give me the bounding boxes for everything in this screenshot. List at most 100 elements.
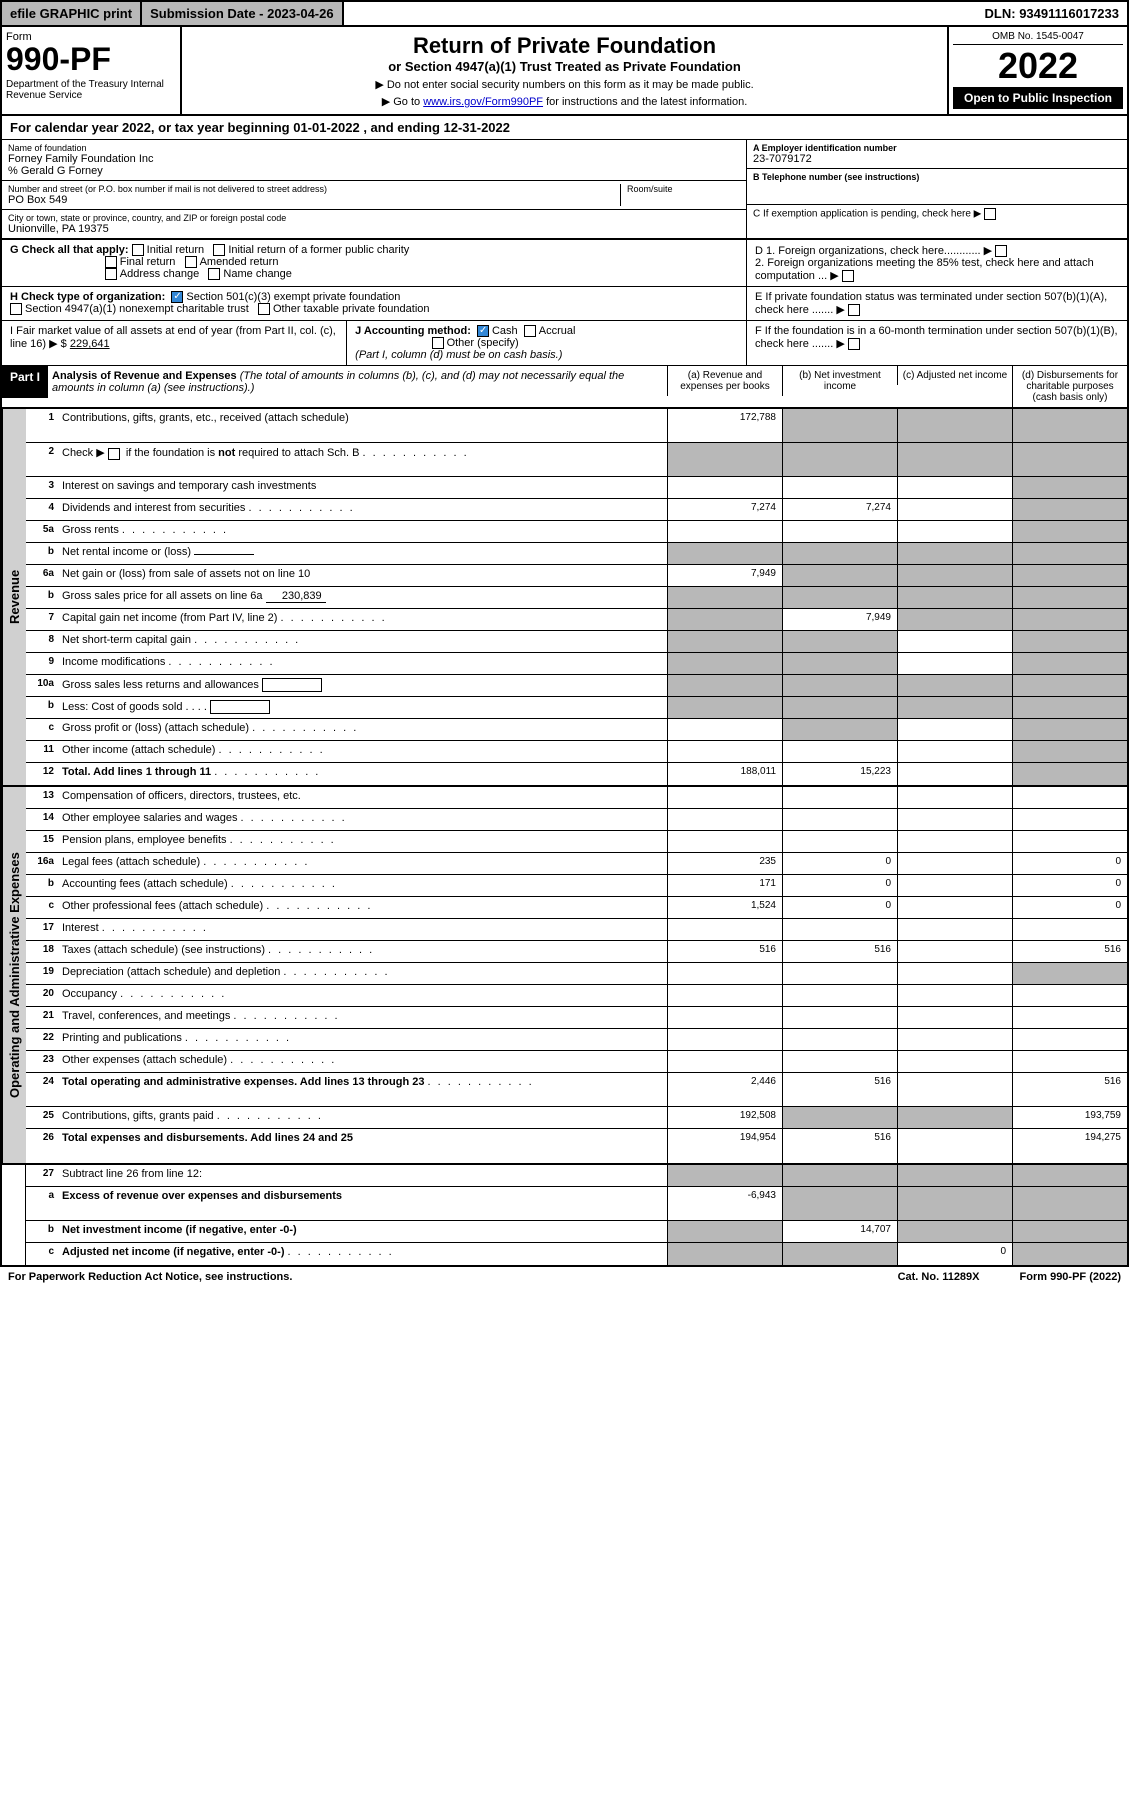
check-addr-change[interactable] [105,268,117,280]
check-d2[interactable] [842,270,854,282]
desc: Net gain or (loss) from sale of assets n… [58,565,667,586]
row-16a: 16a Legal fees (attach schedule) 23500 [26,853,1127,875]
desc: Total. Add lines 1 through 11 [58,763,667,785]
cell-d [1012,919,1127,940]
cash-label: Cash [492,325,518,337]
check-other-method[interactable] [432,337,444,349]
cell-c [897,1051,1012,1072]
row-27a: a Excess of revenue over expenses and di… [26,1187,1127,1221]
check-initial-former[interactable] [213,244,225,256]
cell-b [782,719,897,740]
instructions-link[interactable]: www.irs.gov/Form990PF [423,96,543,108]
row-20: 20 Occupancy [26,985,1127,1007]
cell-b [782,521,897,542]
cell-d: 194,275 [1012,1129,1127,1163]
check-f[interactable] [848,338,860,350]
cell-a [667,787,782,808]
cell-b: 516 [782,1073,897,1106]
ln: 22 [26,1029,58,1050]
cell-d: 516 [1012,1073,1127,1106]
cell-a [667,543,782,564]
row-23: 23 Other expenses (attach schedule) [26,1051,1127,1073]
check-c[interactable] [984,208,996,220]
cell-c [897,409,1012,442]
ln: 10a [26,675,58,696]
efile-label[interactable]: efile GRAPHIC print [2,2,142,25]
cell-b [782,1051,897,1072]
row-10c: c Gross profit or (loss) (attach schedul… [26,719,1127,741]
check-amended[interactable] [185,256,197,268]
cell-a [667,919,782,940]
check-4947[interactable] [10,303,22,315]
desc: Contributions, gifts, grants paid [58,1107,667,1128]
cell-a [667,1007,782,1028]
ln: 25 [26,1107,58,1128]
room-label: Room/suite [627,184,740,194]
cell-c [897,477,1012,498]
ln: 4 [26,499,58,520]
row-5a: 5a Gross rents [26,521,1127,543]
check-e[interactable] [848,304,860,316]
desc: Taxes (attach schedule) (see instruction… [58,941,667,962]
footer-form: Form 990-PF (2022) [1020,1271,1121,1283]
ln: 19 [26,963,58,984]
desc: Income modifications [58,653,667,674]
row-3: 3 Interest on savings and temporary cash… [26,477,1127,499]
cell-c [897,697,1012,718]
cell-a [667,719,782,740]
desc: Net investment income (if negative, ente… [58,1221,667,1242]
row-7: 7 Capital gain net income (from Part IV,… [26,609,1127,631]
check-501c3[interactable] [171,291,183,303]
form-id-box: Form 990-PF Department of the Treasury I… [2,27,182,114]
check-final[interactable] [105,256,117,268]
check-cash[interactable] [477,325,489,337]
check-other-tax[interactable] [258,303,270,315]
desc: Capital gain net income (from Part IV, l… [58,609,667,630]
check-accrual[interactable] [524,325,536,337]
cell-b [782,919,897,940]
row-6b: b Gross sales price for all assets on li… [26,587,1127,609]
ln: b [26,543,58,564]
d2-label: 2. Foreign organizations meeting the 85%… [755,257,1094,282]
cell-c [897,809,1012,830]
cell-c: 0 [897,1243,1012,1265]
addr-change-label: Address change [120,268,200,280]
cell-b [782,653,897,674]
cell-d [1012,809,1127,830]
desc: Total operating and administrative expen… [58,1073,667,1106]
row-14: 14 Other employee salaries and wages [26,809,1127,831]
check-initial[interactable] [132,244,144,256]
cell-a: 7,949 [667,565,782,586]
row-16b: b Accounting fees (attach schedule) 1710… [26,875,1127,897]
city-state-zip: Unionville, PA 19375 [8,223,740,235]
row-19: 19 Depreciation (attach schedule) and de… [26,963,1127,985]
cell-b [782,1029,897,1050]
row-25: 25 Contributions, gifts, grants paid 192… [26,1107,1127,1129]
row-1: 1 Contributions, gifts, grants, etc., re… [26,409,1127,443]
row-15: 15 Pension plans, employee benefits [26,831,1127,853]
row-5b: b Net rental income or (loss) [26,543,1127,565]
cell-b [782,697,897,718]
col-a-head: (a) Revenue and expenses per books [667,366,782,396]
check-name-change[interactable] [208,268,220,280]
f-label: F If the foundation is in a 60-month ter… [755,325,1118,350]
cell-b: 0 [782,853,897,874]
cell-c [897,1029,1012,1050]
cell-d [1012,831,1127,852]
check-d1[interactable] [995,245,1007,257]
dln: DLN: 93491116017233 [977,2,1127,25]
cell-d [1012,697,1127,718]
cell-c [897,741,1012,762]
form-subtitle: or Section 4947(a)(1) Trust Treated as P… [188,59,941,74]
ln: 14 [26,809,58,830]
row-6a: 6a Net gain or (loss) from sale of asset… [26,565,1127,587]
check-sch-b[interactable] [108,448,120,460]
e-label: E If private foundation status was termi… [755,291,1107,316]
ln: c [26,897,58,918]
cell-d [1012,587,1127,608]
cell-d [1012,1051,1127,1072]
desc: Gross sales less returns and allowances [58,675,667,696]
desc: Other income (attach schedule) [58,741,667,762]
revenue-label: Revenue [2,409,26,785]
desc: Travel, conferences, and meetings [58,1007,667,1028]
